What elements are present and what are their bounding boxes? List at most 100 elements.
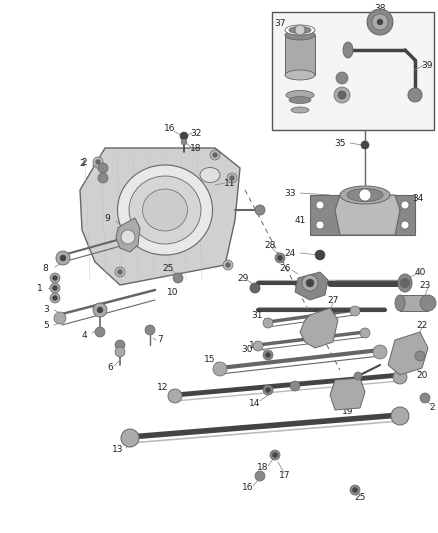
Text: 2: 2 bbox=[79, 158, 85, 167]
Circle shape bbox=[262, 318, 272, 328]
Circle shape bbox=[53, 286, 57, 290]
Circle shape bbox=[353, 372, 361, 380]
Circle shape bbox=[400, 221, 408, 229]
Polygon shape bbox=[80, 148, 240, 285]
Circle shape bbox=[98, 173, 108, 183]
Text: 14: 14 bbox=[249, 341, 260, 350]
Circle shape bbox=[419, 393, 429, 403]
Circle shape bbox=[115, 267, 125, 277]
Circle shape bbox=[359, 328, 369, 338]
Ellipse shape bbox=[117, 165, 212, 255]
Circle shape bbox=[254, 205, 265, 215]
Text: 35: 35 bbox=[333, 139, 345, 148]
Circle shape bbox=[314, 250, 324, 260]
Circle shape bbox=[121, 230, 135, 244]
Ellipse shape bbox=[284, 30, 314, 40]
Text: 6: 6 bbox=[107, 364, 113, 373]
Circle shape bbox=[265, 352, 270, 358]
Text: 10: 10 bbox=[167, 287, 178, 296]
Text: 32: 32 bbox=[190, 128, 201, 138]
Circle shape bbox=[301, 275, 317, 291]
Polygon shape bbox=[284, 35, 314, 75]
Circle shape bbox=[209, 150, 219, 160]
Ellipse shape bbox=[284, 70, 314, 80]
Circle shape bbox=[315, 221, 323, 229]
Polygon shape bbox=[299, 308, 337, 348]
Bar bbox=[399, 295, 427, 311]
Text: 19: 19 bbox=[342, 408, 353, 416]
Text: 37: 37 bbox=[274, 19, 285, 28]
Circle shape bbox=[223, 260, 233, 270]
Circle shape bbox=[180, 132, 187, 140]
Text: 23: 23 bbox=[418, 280, 430, 289]
Text: 9: 9 bbox=[104, 214, 110, 222]
Text: 8: 8 bbox=[42, 263, 48, 272]
Circle shape bbox=[117, 270, 122, 274]
Text: 34: 34 bbox=[411, 193, 423, 203]
Circle shape bbox=[376, 19, 382, 25]
Ellipse shape bbox=[284, 25, 314, 35]
Circle shape bbox=[226, 173, 237, 183]
Circle shape bbox=[225, 262, 230, 268]
Text: 40: 40 bbox=[413, 268, 425, 277]
Text: 25: 25 bbox=[353, 494, 365, 503]
Text: 17: 17 bbox=[279, 471, 290, 480]
Polygon shape bbox=[116, 218, 140, 252]
Circle shape bbox=[53, 276, 57, 280]
Ellipse shape bbox=[394, 295, 404, 311]
Polygon shape bbox=[309, 195, 414, 235]
Text: 15: 15 bbox=[204, 356, 215, 365]
Circle shape bbox=[360, 141, 368, 149]
Text: 29: 29 bbox=[237, 273, 248, 282]
Ellipse shape bbox=[339, 186, 389, 204]
Text: 30: 30 bbox=[241, 345, 252, 354]
Text: 18: 18 bbox=[257, 464, 268, 472]
Polygon shape bbox=[329, 378, 364, 410]
Text: 5: 5 bbox=[43, 320, 49, 329]
Circle shape bbox=[262, 385, 272, 395]
Ellipse shape bbox=[346, 189, 382, 201]
Circle shape bbox=[262, 350, 272, 360]
Text: 1: 1 bbox=[37, 284, 43, 293]
Circle shape bbox=[97, 307, 103, 313]
Circle shape bbox=[352, 488, 357, 492]
Circle shape bbox=[50, 283, 60, 293]
Circle shape bbox=[95, 327, 105, 337]
Circle shape bbox=[349, 306, 359, 316]
Circle shape bbox=[254, 471, 265, 481]
Circle shape bbox=[93, 157, 103, 167]
Text: 7: 7 bbox=[157, 335, 162, 344]
Text: 18: 18 bbox=[190, 143, 201, 152]
Text: 31: 31 bbox=[251, 311, 262, 319]
Circle shape bbox=[414, 351, 424, 361]
Text: 13: 13 bbox=[112, 446, 124, 455]
Circle shape bbox=[337, 91, 345, 99]
Text: 16: 16 bbox=[164, 124, 175, 133]
Ellipse shape bbox=[397, 274, 411, 292]
Text: 33: 33 bbox=[283, 189, 295, 198]
Circle shape bbox=[274, 253, 284, 263]
Circle shape bbox=[272, 453, 277, 457]
Text: 12: 12 bbox=[157, 384, 168, 392]
Circle shape bbox=[366, 9, 392, 35]
Text: 11: 11 bbox=[224, 179, 235, 188]
Circle shape bbox=[335, 72, 347, 84]
Bar bbox=[272, 12, 433, 130]
Ellipse shape bbox=[142, 189, 187, 231]
Circle shape bbox=[358, 189, 370, 201]
Circle shape bbox=[95, 159, 100, 165]
Text: 20: 20 bbox=[415, 370, 427, 379]
Text: 2: 2 bbox=[428, 403, 434, 413]
Circle shape bbox=[400, 201, 408, 209]
Text: 14: 14 bbox=[249, 399, 260, 408]
Circle shape bbox=[269, 450, 279, 460]
Circle shape bbox=[56, 251, 70, 265]
Circle shape bbox=[349, 485, 359, 495]
Polygon shape bbox=[387, 332, 427, 375]
Ellipse shape bbox=[288, 27, 310, 34]
Circle shape bbox=[407, 88, 421, 102]
Circle shape bbox=[399, 278, 409, 288]
Circle shape bbox=[315, 201, 323, 209]
Circle shape bbox=[93, 303, 107, 317]
Circle shape bbox=[371, 14, 387, 30]
